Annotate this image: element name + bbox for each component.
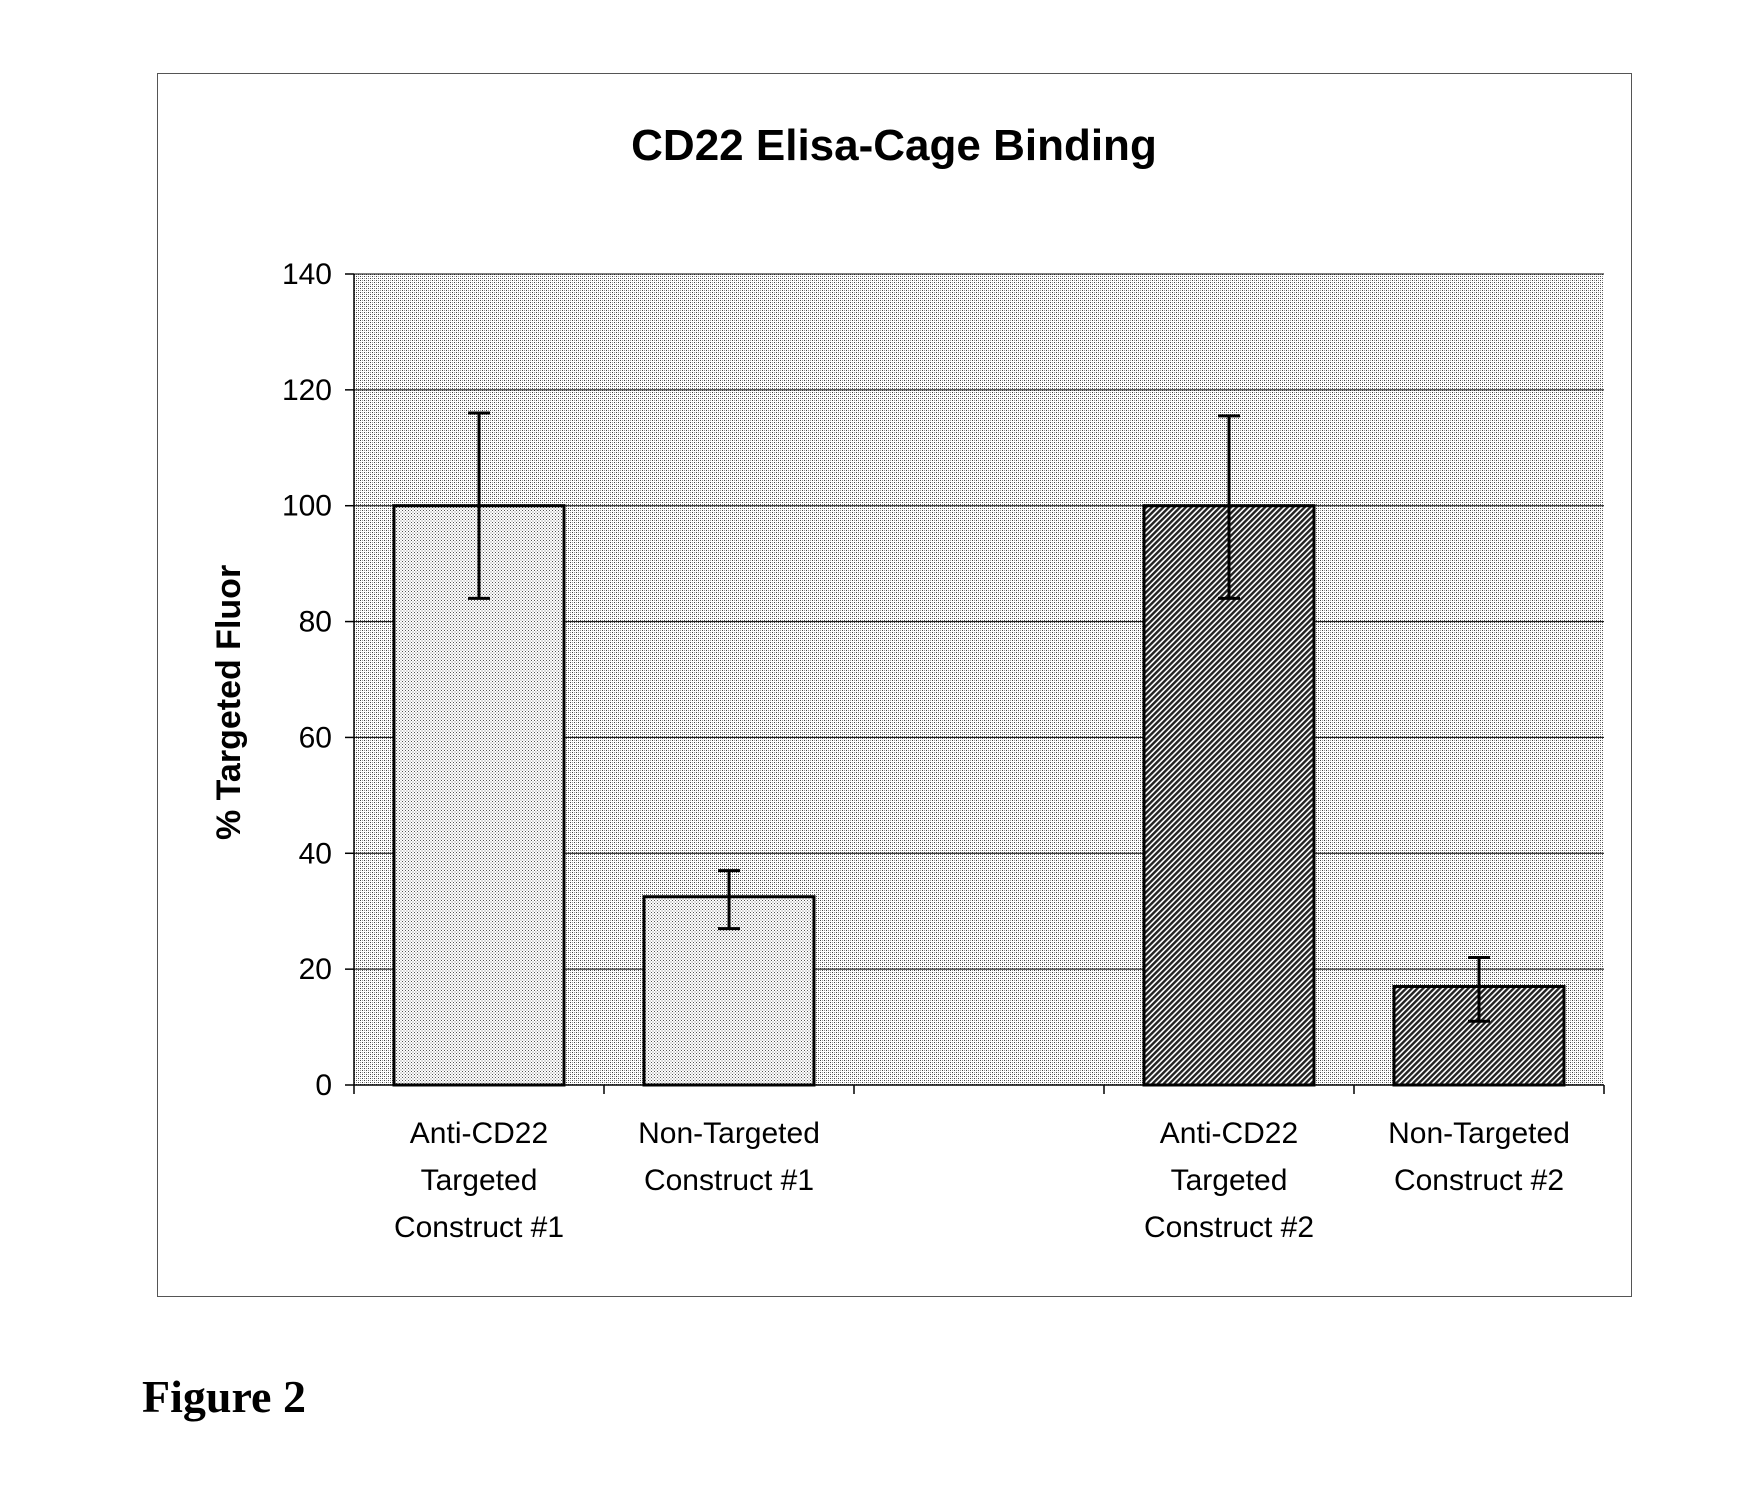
x-axis-labels: Anti-CD22 Targeted Construct #1 Non-Targete… bbox=[394, 1117, 1570, 1244]
x-tick-label: Targeted bbox=[1171, 1164, 1288, 1197]
y-tick-label: 120 bbox=[282, 374, 332, 407]
x-tick-label: Construct #2 bbox=[1394, 1164, 1564, 1197]
y-tick-label: 80 bbox=[299, 606, 332, 639]
x-tick-label: Targeted bbox=[421, 1164, 538, 1197]
chart-title: CD22 Elisa-Cage Binding bbox=[631, 121, 1157, 170]
x-tick-label: Construct #1 bbox=[644, 1164, 814, 1197]
y-tick-label: 100 bbox=[282, 490, 332, 523]
x-tick-label: Construct #2 bbox=[1144, 1211, 1314, 1244]
x-tick-label: Anti-CD22 bbox=[1160, 1117, 1298, 1150]
y-tick-label: 60 bbox=[299, 721, 332, 754]
x-tick-label: Non-Targeted bbox=[638, 1117, 820, 1150]
y-tick-label: 20 bbox=[299, 953, 332, 986]
x-tick-label: Non-Targeted bbox=[1388, 1117, 1570, 1150]
y-tick-label: 40 bbox=[299, 837, 332, 870]
x-tick-label: Construct #1 bbox=[394, 1211, 564, 1244]
y-tick-label: 0 bbox=[315, 1069, 332, 1102]
x-tick-label: Anti-CD22 bbox=[410, 1117, 548, 1150]
y-axis-ticks: 0 20 40 60 80 100 120 140 bbox=[282, 258, 354, 1102]
figure-caption: Figure 2 bbox=[142, 1370, 306, 1423]
y-tick-label: 140 bbox=[282, 258, 332, 291]
y-axis-label: % Targeted Fluor bbox=[210, 565, 248, 840]
